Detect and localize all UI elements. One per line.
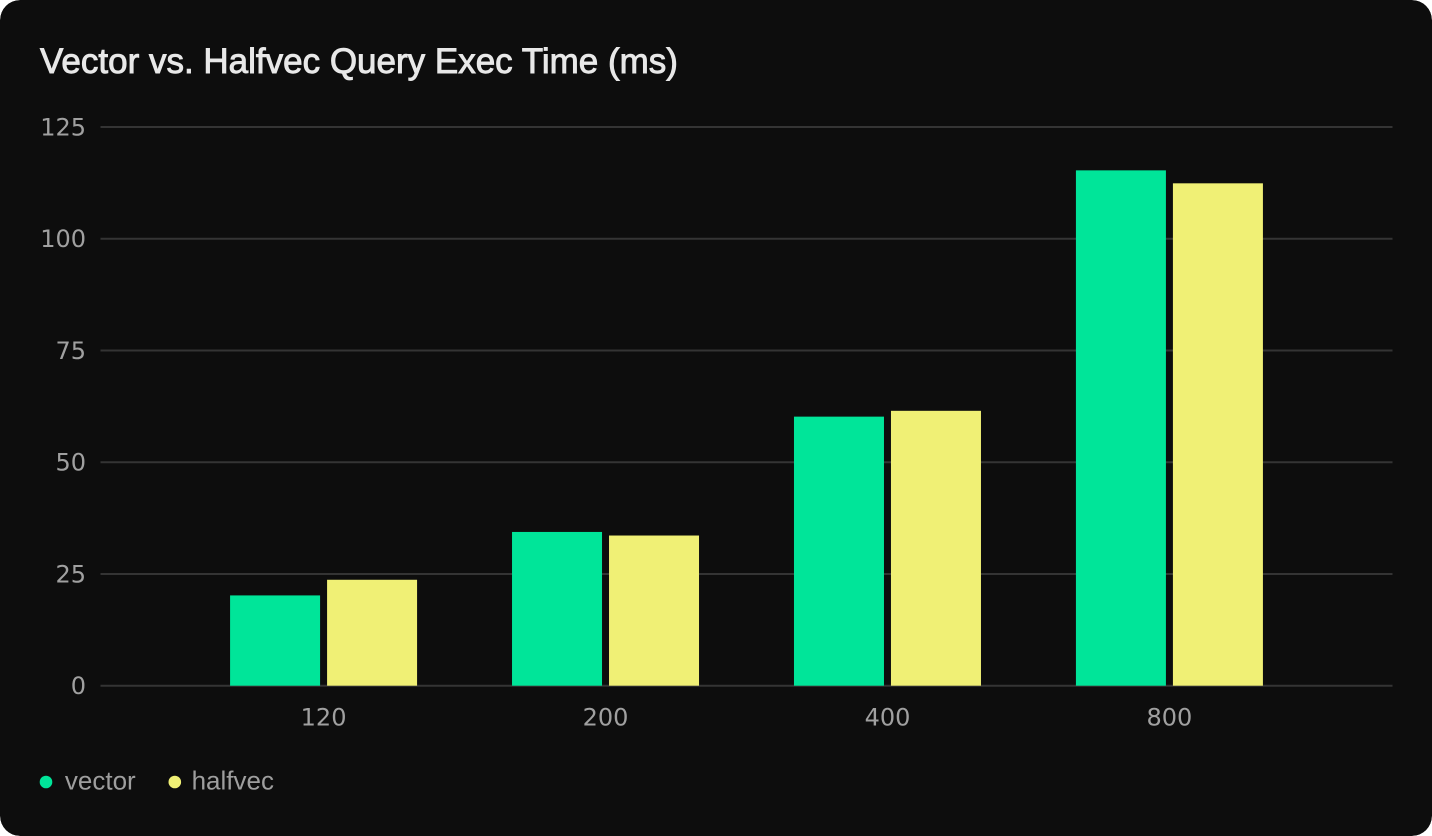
chart-title: Vector vs. Halfvec Query Exec Time (ms) [40, 42, 678, 81]
chart-legend: vector halfvec [39, 766, 274, 796]
legend-label-halfvec: halfvec [192, 766, 274, 796]
y-tick-label-0: 0 [71, 672, 86, 700]
y-tick-label-100: 100 [40, 225, 86, 253]
y-axis-tick-labels: 0 25 50 75 100 125 [40, 114, 86, 701]
legend-dot-halfvec [168, 775, 182, 789]
x-tick-label-400: 400 [865, 704, 911, 732]
x-axis-tick-labels: 120 200 400 800 [301, 704, 1193, 732]
bar-vector-800 [1075, 170, 1166, 686]
bar-vector-120 [230, 595, 321, 686]
bar-halfvec-400 [890, 410, 981, 686]
x-tick-label-120: 120 [301, 704, 347, 732]
bar-groups [230, 170, 1263, 686]
x-tick-label-200: 200 [583, 704, 629, 732]
x-tick-label-800: 800 [1147, 704, 1193, 732]
bar-halfvec-120 [327, 579, 418, 686]
bar-halfvec-200 [609, 535, 700, 686]
legend-label-vector: vector [65, 766, 136, 796]
bar-halfvec-800 [1172, 183, 1263, 686]
y-tick-label-125: 125 [40, 114, 86, 142]
legend-dot-vector [39, 775, 53, 789]
y-tick-label-75: 75 [55, 337, 86, 365]
bar-vector-400 [793, 416, 884, 686]
y-tick-label-25: 25 [55, 560, 86, 588]
bar-vector-200 [512, 531, 603, 686]
y-tick-label-50: 50 [55, 449, 86, 477]
